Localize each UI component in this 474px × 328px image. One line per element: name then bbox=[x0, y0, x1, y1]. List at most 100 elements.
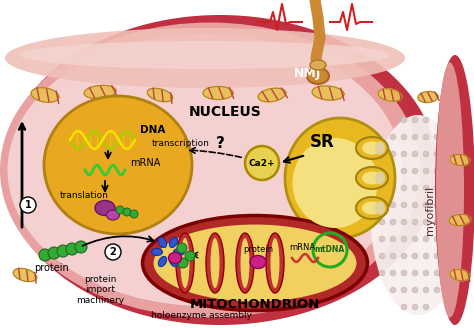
Text: holoenzyme assembly: holoenzyme assembly bbox=[152, 312, 253, 320]
Circle shape bbox=[445, 253, 451, 259]
Ellipse shape bbox=[266, 233, 284, 293]
Circle shape bbox=[434, 219, 440, 225]
Text: SR: SR bbox=[310, 133, 334, 151]
Circle shape bbox=[434, 202, 440, 208]
Text: protein: protein bbox=[243, 244, 273, 254]
Ellipse shape bbox=[44, 96, 192, 234]
Ellipse shape bbox=[143, 215, 367, 311]
Circle shape bbox=[445, 185, 451, 191]
Circle shape bbox=[434, 253, 440, 259]
Circle shape bbox=[178, 258, 188, 268]
Circle shape bbox=[434, 151, 440, 157]
Ellipse shape bbox=[240, 238, 249, 288]
Polygon shape bbox=[147, 88, 173, 102]
Text: translation: translation bbox=[60, 191, 109, 199]
Circle shape bbox=[48, 247, 60, 259]
Circle shape bbox=[75, 241, 87, 253]
Ellipse shape bbox=[375, 172, 385, 184]
Circle shape bbox=[445, 202, 451, 208]
Circle shape bbox=[434, 168, 440, 174]
Circle shape bbox=[412, 202, 418, 208]
Circle shape bbox=[401, 185, 407, 191]
Circle shape bbox=[66, 243, 78, 255]
Ellipse shape bbox=[210, 238, 219, 288]
Circle shape bbox=[412, 117, 418, 123]
Circle shape bbox=[401, 236, 407, 242]
Ellipse shape bbox=[95, 200, 115, 215]
Circle shape bbox=[423, 134, 429, 140]
Ellipse shape bbox=[356, 137, 388, 159]
Ellipse shape bbox=[362, 201, 382, 215]
Polygon shape bbox=[312, 86, 344, 100]
Polygon shape bbox=[13, 268, 36, 281]
Ellipse shape bbox=[158, 256, 166, 267]
Circle shape bbox=[105, 244, 121, 260]
Circle shape bbox=[412, 168, 418, 174]
Circle shape bbox=[423, 185, 429, 191]
Ellipse shape bbox=[236, 233, 254, 293]
Circle shape bbox=[401, 270, 407, 276]
Ellipse shape bbox=[169, 256, 178, 267]
Ellipse shape bbox=[310, 60, 326, 70]
Circle shape bbox=[445, 219, 451, 225]
Circle shape bbox=[116, 206, 124, 214]
Circle shape bbox=[412, 304, 418, 310]
Ellipse shape bbox=[375, 141, 385, 154]
Circle shape bbox=[390, 202, 396, 208]
Ellipse shape bbox=[285, 118, 395, 238]
Circle shape bbox=[401, 287, 407, 293]
Circle shape bbox=[401, 151, 407, 157]
Ellipse shape bbox=[5, 28, 405, 88]
Ellipse shape bbox=[356, 167, 388, 189]
Circle shape bbox=[434, 134, 440, 140]
Ellipse shape bbox=[107, 210, 119, 220]
Circle shape bbox=[423, 236, 429, 242]
Circle shape bbox=[412, 219, 418, 225]
Circle shape bbox=[423, 253, 429, 259]
Text: transcription: transcription bbox=[152, 138, 210, 148]
Circle shape bbox=[423, 270, 429, 276]
Circle shape bbox=[401, 202, 407, 208]
Ellipse shape bbox=[436, 63, 464, 318]
Ellipse shape bbox=[375, 201, 385, 215]
Ellipse shape bbox=[435, 55, 474, 325]
Circle shape bbox=[412, 134, 418, 140]
Circle shape bbox=[401, 134, 407, 140]
Ellipse shape bbox=[173, 249, 184, 256]
Circle shape bbox=[379, 151, 385, 157]
Circle shape bbox=[423, 287, 429, 293]
Ellipse shape bbox=[0, 23, 420, 318]
Ellipse shape bbox=[168, 253, 182, 263]
Circle shape bbox=[412, 253, 418, 259]
Circle shape bbox=[390, 287, 396, 293]
Ellipse shape bbox=[362, 141, 382, 154]
Text: protein: protein bbox=[35, 263, 69, 273]
Text: mtDNA: mtDNA bbox=[315, 245, 345, 255]
Ellipse shape bbox=[2, 15, 438, 325]
Circle shape bbox=[390, 236, 396, 242]
Circle shape bbox=[401, 117, 407, 123]
Circle shape bbox=[434, 270, 440, 276]
Circle shape bbox=[379, 219, 385, 225]
Circle shape bbox=[423, 202, 429, 208]
Circle shape bbox=[434, 185, 440, 191]
Ellipse shape bbox=[206, 233, 224, 293]
Circle shape bbox=[379, 202, 385, 208]
Ellipse shape bbox=[371, 115, 465, 315]
Polygon shape bbox=[418, 92, 438, 103]
Circle shape bbox=[379, 168, 385, 174]
Circle shape bbox=[379, 185, 385, 191]
Circle shape bbox=[57, 245, 69, 257]
Polygon shape bbox=[258, 88, 286, 102]
Text: 1: 1 bbox=[25, 200, 31, 210]
Circle shape bbox=[423, 304, 429, 310]
Text: mRNA: mRNA bbox=[130, 158, 160, 168]
Circle shape bbox=[20, 197, 36, 213]
Text: ?: ? bbox=[216, 135, 224, 151]
Circle shape bbox=[39, 249, 51, 261]
Ellipse shape bbox=[158, 237, 166, 248]
Polygon shape bbox=[378, 89, 402, 101]
Polygon shape bbox=[449, 215, 471, 226]
Circle shape bbox=[434, 287, 440, 293]
Circle shape bbox=[445, 236, 451, 242]
